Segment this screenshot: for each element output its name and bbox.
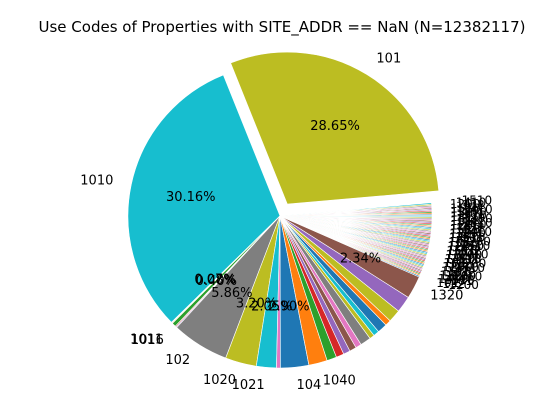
pie-slice-small [279, 202, 432, 217]
slice-label-small: 132 [459, 243, 482, 257]
slice-label-small: 1410 [454, 239, 485, 253]
slice-label-small: 1410 [456, 195, 487, 209]
slice-label: 1021 [232, 378, 265, 393]
slice-label-small: 132 [462, 198, 485, 212]
slice-label-small: 1410 [462, 202, 493, 216]
slice-percent-label: 0.07% [194, 272, 235, 287]
slice-label-small: 1510 [462, 216, 493, 230]
slice-label-small: 1410 [449, 231, 480, 245]
slice-label-small: 101 [443, 256, 466, 270]
slice-label-small: 132 [442, 277, 465, 291]
slice-label-small: 1410 [452, 270, 483, 284]
slice-label-small: 101 [448, 235, 471, 249]
slice-label-small: 101 [450, 274, 473, 288]
slice-label-small: 1510 [451, 252, 482, 266]
slice-label-small: 1510 [450, 223, 481, 237]
slice-label-small: 101 [457, 252, 480, 266]
slice-label: 1020 [203, 373, 236, 388]
slice-label-small: 132 [453, 265, 476, 279]
slice-label-small: 1410 [450, 210, 481, 224]
slice-label-small: 132 [449, 227, 472, 241]
many-small-slices [279, 202, 433, 278]
slice-label-small: 1510 [455, 261, 486, 275]
slice-label-small: 1200 [455, 226, 486, 240]
slice-label-small: 132 [450, 256, 473, 270]
slice-percent-label: 2.05% [251, 299, 292, 314]
slice-percent-label: 28.65% [310, 119, 360, 134]
slice-percent-label: 0.40% [196, 274, 237, 289]
slice-label-small: 101 [436, 276, 459, 290]
slice-label: 1016 [131, 333, 164, 348]
slice-percent-label: 2.90% [268, 299, 309, 314]
slice-label-small: 1200 [450, 197, 481, 211]
pie-slice [230, 51, 440, 205]
slice-label: 101 [376, 52, 401, 67]
slice-percent-label: 30.16% [166, 190, 216, 205]
slice-label-small: 1410 [458, 248, 489, 262]
slice-label-small: 132 [439, 268, 462, 282]
slice-label-small: 1200 [448, 278, 479, 292]
slice-label-small: 1200 [462, 212, 493, 226]
slice-label-small: 1200 [456, 204, 487, 218]
slice-label: 1040 [323, 373, 356, 388]
slice-label: 1010 [80, 174, 113, 189]
slice-label-small: 1510 [450, 201, 481, 215]
slice-label-small: 132 [450, 206, 473, 220]
slice-label-small: 1510 [447, 244, 478, 258]
slice-label-small: 1200 [447, 240, 478, 254]
slice-label: 1011 [130, 332, 163, 347]
slice-label: 104 [297, 378, 322, 393]
slice-label-small: 101 [453, 244, 476, 258]
slice-label-small: 1510 [456, 209, 487, 223]
slice-label-small: 1410 [461, 225, 492, 239]
pie-slice [127, 74, 281, 323]
chart-title: Use Codes of Properties with SITE_ADDR =… [39, 18, 526, 37]
slice-label-small: 1200 [456, 257, 487, 271]
slice-label-small: 101 [447, 265, 470, 279]
overlapping-small-labels: 1011321200141015101011321200141015101011… [436, 193, 493, 292]
slice-percent-label: 0.08% [195, 273, 236, 288]
slice-label-small: 132 [454, 235, 477, 249]
slice-label: 1320 [430, 288, 463, 303]
slice-percent-label: 5.86% [211, 286, 252, 301]
slice-label-small: 1200 [450, 218, 481, 232]
slice-label-small: 1410 [448, 261, 479, 275]
percent-labels: 28.65% 30.16% 0.07%0.08%0.40%5.86%3.20%2.0… [166, 119, 381, 314]
slice-label-small: 1510 [444, 273, 475, 287]
pie-slices [127, 51, 440, 369]
slice-label-small: 101 [450, 214, 473, 228]
slice-label-small: 1200 [442, 260, 473, 274]
slice-label-small: 132 [456, 213, 479, 227]
slice-label-small: 1410 [456, 217, 487, 231]
slice-label-small: 132 [462, 221, 485, 235]
slice-label: 102 [165, 353, 190, 368]
slice-label-small: 1510 [460, 239, 491, 253]
slice-label-small: 1510 [441, 264, 472, 278]
slice-label-small: 1200 [446, 269, 477, 283]
slice-label-small: 1410 [438, 272, 469, 286]
slice-percent-label: 2.34% [340, 251, 381, 266]
slice-label-small: 1410 [445, 252, 476, 266]
slice-percent-label: 3.20% [236, 297, 277, 312]
slice-label-small: 1510 [462, 193, 493, 207]
slice-label-small: 101 [461, 230, 484, 244]
slice-label-small: 101 [456, 222, 479, 236]
slice-label-small: 132 [446, 248, 469, 262]
slice-label-small: 1200 [460, 234, 491, 248]
slice-label-small: 1200 [452, 248, 483, 262]
slice-label-small: 101 [462, 207, 485, 221]
slice-label-small: 1510 [455, 231, 486, 245]
slice-label-small: 101 [456, 200, 479, 214]
